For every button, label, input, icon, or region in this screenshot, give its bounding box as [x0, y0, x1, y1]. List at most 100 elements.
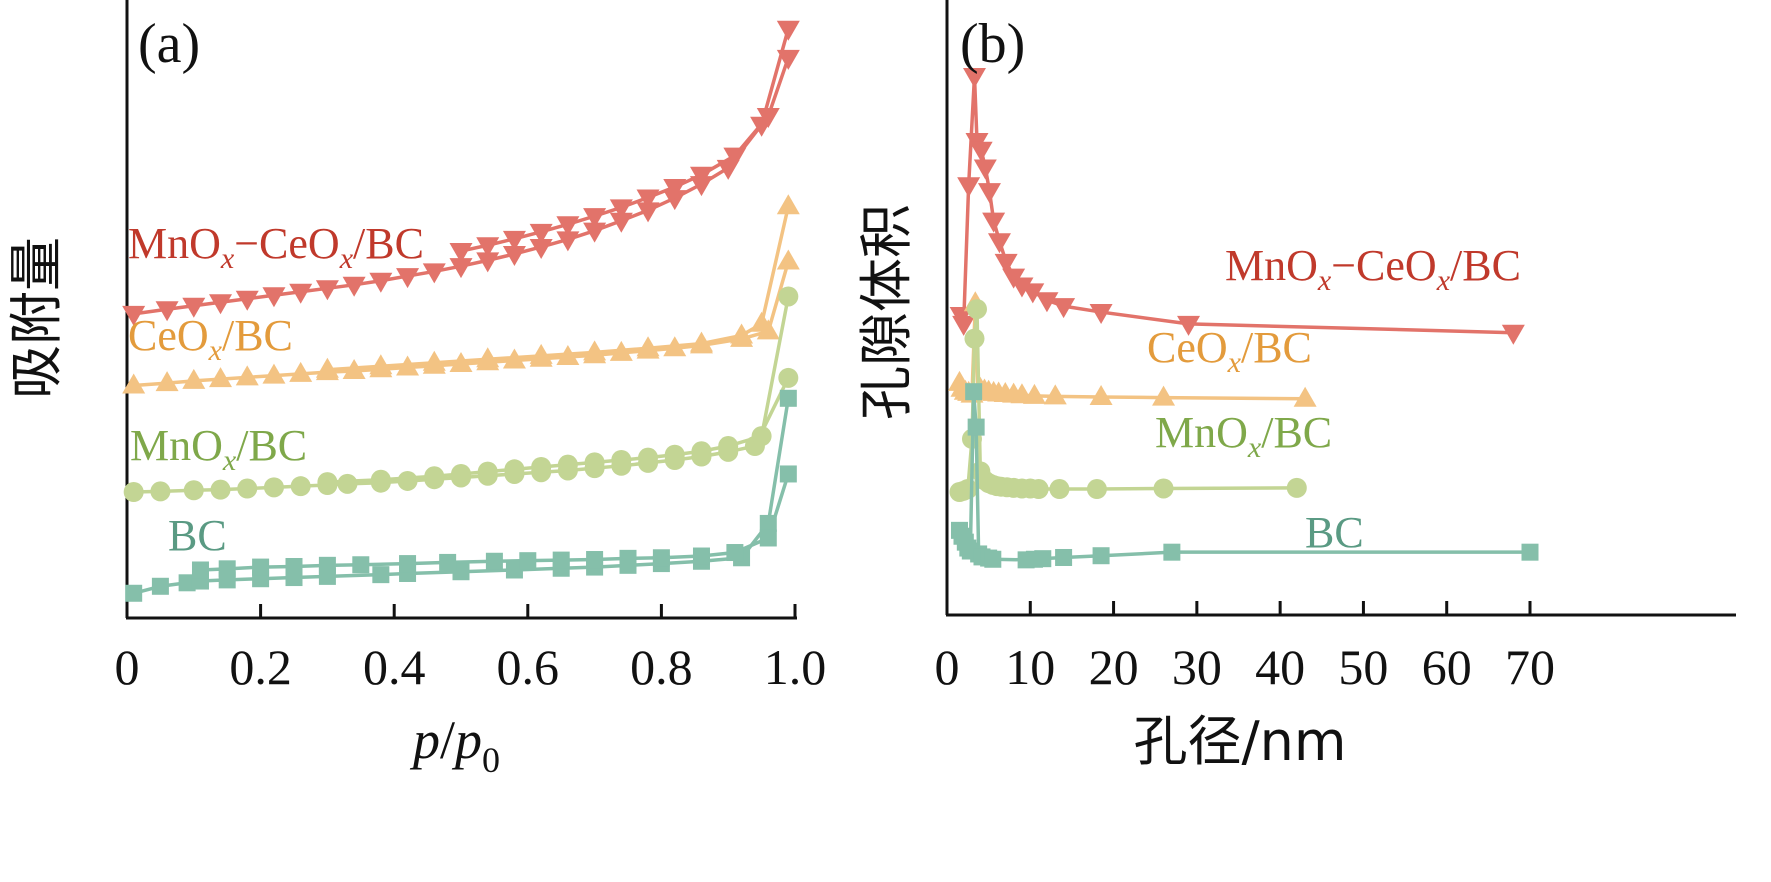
data-point [210, 479, 231, 500]
series-mnox-ceox-bc [122, 20, 800, 326]
data-point [1153, 478, 1174, 499]
series-label-part: MnO [1225, 241, 1318, 290]
data-point [519, 552, 537, 570]
series-label-part: MnO [130, 421, 223, 470]
data-point [778, 286, 799, 307]
data-point [1089, 385, 1113, 406]
series-label-part: MnO [128, 219, 221, 268]
panel-b-series [947, 68, 1539, 569]
data-point [235, 290, 259, 311]
panel-a-xlabel: p/p0 [409, 710, 500, 780]
data-point [718, 436, 739, 457]
data-point [476, 252, 500, 273]
series-label: CeOx/BC [1147, 323, 1312, 379]
data-point [1521, 543, 1539, 561]
data-point [965, 383, 983, 401]
data-point [636, 202, 660, 223]
panel-b-label: (b) [960, 13, 1025, 75]
data-point [317, 472, 338, 493]
x-tick-label: 0.6 [497, 639, 560, 695]
data-point [151, 577, 169, 595]
data-point [583, 208, 607, 229]
xlabel-p0: p [451, 710, 482, 770]
data-point [263, 477, 284, 498]
x-tick-label: 20 [1089, 639, 1139, 695]
series-label-part: CeO [128, 311, 209, 360]
data-point [449, 258, 473, 279]
data-point [1086, 479, 1107, 500]
series-label: MnOx−CeOx/BC [1225, 241, 1521, 297]
series-bc [125, 389, 797, 602]
data-point [1028, 479, 1049, 500]
data-point [123, 482, 144, 503]
series-label: MnOx/BC [130, 421, 307, 477]
data-point [422, 350, 446, 371]
data-point [318, 556, 336, 574]
panel-b-x-tick-labels: 0 10 20 30 40 50 60 70 [935, 639, 1556, 695]
data-point [191, 561, 209, 579]
x-tick-label: 1.0 [764, 639, 827, 695]
data-point [209, 294, 233, 315]
data-point [664, 444, 685, 465]
data-point [422, 263, 446, 284]
data-point [1052, 298, 1076, 319]
series-label-part: x [222, 444, 237, 477]
series-label-part: /BC [1450, 241, 1521, 290]
data-point [529, 343, 553, 364]
data-point [1010, 277, 1034, 298]
data-point [218, 560, 236, 578]
data-point [285, 557, 303, 575]
data-point [1055, 548, 1073, 566]
data-point [987, 233, 1011, 254]
data-point [452, 563, 470, 581]
data-point [289, 361, 313, 382]
series-label-part: /BC [1241, 323, 1312, 372]
series-label: MnOx−CeOx/BC [128, 219, 424, 275]
data-point [779, 389, 797, 407]
data-point [1501, 324, 1525, 345]
data-point [315, 357, 339, 378]
data-point [289, 283, 313, 304]
series-label: CeOx/BC [128, 311, 293, 367]
data-point [776, 49, 800, 70]
data-point [315, 280, 339, 301]
series-mnox-bc [949, 299, 1307, 502]
series-label-part: −CeO [1331, 241, 1436, 290]
data-point [751, 426, 772, 447]
data-point [776, 20, 800, 41]
data-point [1092, 547, 1110, 565]
xlabel-slash: / [440, 710, 455, 770]
x-tick-label: 50 [1338, 639, 1388, 695]
x-tick-label: 40 [1255, 639, 1305, 695]
data-point [477, 461, 498, 482]
series-label-part: x [339, 242, 354, 275]
data-point [556, 231, 580, 252]
data-point [237, 478, 258, 499]
data-point [663, 179, 687, 200]
series-ceox-bc [122, 194, 800, 394]
panel-b-xlabel: 孔径/nm [1133, 710, 1346, 773]
data-point [1163, 543, 1181, 561]
data-point [984, 550, 1002, 568]
data-point [502, 245, 526, 266]
data-point [439, 553, 457, 571]
data-point [122, 305, 146, 326]
data-point [730, 323, 754, 344]
data-point [957, 177, 981, 198]
data-point [502, 230, 526, 251]
data-point [759, 529, 777, 547]
data-point [396, 268, 420, 289]
series-label-part: MnO [1155, 408, 1248, 457]
data-point [182, 368, 206, 389]
panel-b: 0 10 20 30 40 50 60 70 MnOx−CeOx/BCCeOx/BCMnOx/… [855, 0, 1736, 773]
series-line-branch [327, 296, 791, 484]
data-point [994, 253, 1018, 274]
data-point [342, 358, 366, 379]
x-tick-label: 0.2 [229, 639, 292, 695]
x-tick-label: 0 [935, 639, 960, 695]
data-point [557, 454, 578, 475]
data-point [183, 480, 204, 501]
data-point [504, 459, 525, 480]
data-point [726, 544, 744, 562]
data-point [689, 331, 713, 352]
